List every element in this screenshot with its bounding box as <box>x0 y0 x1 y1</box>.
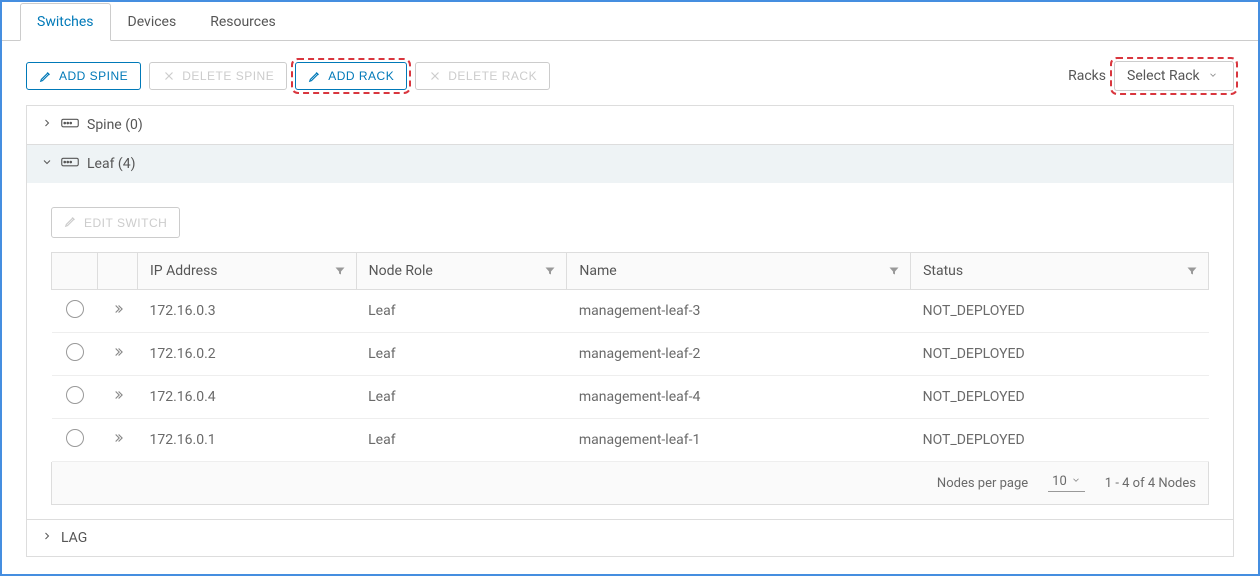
add-rack-button[interactable]: ADD RACK <box>295 62 407 90</box>
group-leaf-header[interactable]: Leaf (4) <box>27 145 1233 183</box>
cell-ip: 172.16.0.2 <box>138 333 357 376</box>
pencil-icon <box>39 69 53 83</box>
tab-devices[interactable]: Devices <box>111 3 194 41</box>
cell-role: Leaf <box>356 419 567 462</box>
tab-resources[interactable]: Resources <box>193 3 293 41</box>
leaf-table: IP Address Node Role Name <box>51 252 1209 462</box>
close-icon <box>428 69 442 83</box>
pencil-icon <box>308 69 322 83</box>
row-select[interactable] <box>52 376 98 419</box>
column-role[interactable]: Node Role <box>356 253 567 290</box>
column-expand <box>98 253 138 290</box>
cell-role: Leaf <box>356 290 567 333</box>
add-rack-label: ADD RACK <box>328 69 394 83</box>
switch-icon <box>61 116 79 134</box>
filter-icon[interactable] <box>334 265 346 277</box>
chevron-right-icon <box>41 530 53 546</box>
select-rack-dropdown[interactable]: Select Rack <box>1114 61 1234 91</box>
pagination-range: 1 - 4 of 4 Nodes <box>1105 476 1196 491</box>
row-select[interactable] <box>52 290 98 333</box>
edit-switch-button: EDIT SWITCH <box>51 207 180 238</box>
row-expand[interactable] <box>98 333 138 376</box>
radio-icon[interactable] <box>66 300 84 318</box>
cell-name: management-leaf-4 <box>567 376 911 419</box>
group-leaf-label: Leaf (4) <box>87 156 135 172</box>
table-row[interactable]: 172.16.0.1Leafmanagement-leaf-1NOT_DEPLO… <box>52 419 1209 462</box>
cell-status: NOT_DEPLOYED <box>911 290 1209 333</box>
group-leaf: Leaf (4) EDIT SWITCH IP Address <box>26 145 1234 520</box>
table-row[interactable]: 172.16.0.2Leafmanagement-leaf-2NOT_DEPLO… <box>52 333 1209 376</box>
cell-role: Leaf <box>356 333 567 376</box>
column-name[interactable]: Name <box>567 253 911 290</box>
content-area: Spine (0) Leaf (4) EDIT SWITCH <box>2 105 1258 573</box>
radio-icon[interactable] <box>66 386 84 404</box>
pencil-icon <box>64 214 78 231</box>
select-rack-placeholder: Select Rack <box>1127 68 1200 84</box>
filter-icon[interactable] <box>888 265 900 277</box>
delete-spine-button: DELETE SPINE <box>149 62 287 90</box>
switch-icon <box>61 155 79 173</box>
cell-name: management-leaf-3 <box>567 290 911 333</box>
per-page-label: Nodes per page <box>937 476 1028 491</box>
toolbar: ADD SPINE DELETE SPINE ADD RACK DELETE R… <box>2 41 1258 105</box>
column-ip-label: IP Address <box>150 263 218 279</box>
close-icon <box>162 69 176 83</box>
column-name-label: Name <box>579 263 616 279</box>
tab-switches[interactable]: Switches <box>20 3 111 41</box>
cell-name: management-leaf-1 <box>567 419 911 462</box>
table-row[interactable]: 172.16.0.4Leafmanagement-leaf-4NOT_DEPLO… <box>52 376 1209 419</box>
group-lag-header[interactable]: LAG <box>27 520 1233 556</box>
group-spine: Spine (0) <box>26 105 1234 145</box>
radio-icon[interactable] <box>66 429 84 447</box>
cell-role: Leaf <box>356 376 567 419</box>
column-select <box>52 253 98 290</box>
row-expand[interactable] <box>98 376 138 419</box>
table-row[interactable]: 172.16.0.3Leafmanagement-leaf-3NOT_DEPLO… <box>52 290 1209 333</box>
row-select[interactable] <box>52 419 98 462</box>
filter-icon[interactable] <box>544 265 556 277</box>
column-status[interactable]: Status <box>911 253 1209 290</box>
group-lag: LAG <box>26 520 1234 557</box>
chevron-down-icon <box>41 156 53 172</box>
column-ip[interactable]: IP Address <box>138 253 357 290</box>
row-expand[interactable] <box>98 419 138 462</box>
column-role-label: Node Role <box>369 263 433 279</box>
edit-switch-label: EDIT SWITCH <box>84 216 167 230</box>
expand-icon <box>111 390 125 406</box>
group-spine-label: Spine (0) <box>87 117 143 133</box>
group-spine-header[interactable]: Spine (0) <box>27 106 1233 144</box>
radio-icon[interactable] <box>66 343 84 361</box>
cell-status: NOT_DEPLOYED <box>911 376 1209 419</box>
cell-status: NOT_DEPLOYED <box>911 419 1209 462</box>
table-footer: Nodes per page 10 1 - 4 of 4 Nodes <box>51 462 1209 505</box>
group-lag-label: LAG <box>61 530 87 546</box>
cell-ip: 172.16.0.3 <box>138 290 357 333</box>
cell-ip: 172.16.0.4 <box>138 376 357 419</box>
cell-name: management-leaf-2 <box>567 333 911 376</box>
row-select[interactable] <box>52 333 98 376</box>
cell-ip: 172.16.0.1 <box>138 419 357 462</box>
delete-rack-button: DELETE RACK <box>415 62 550 90</box>
row-expand[interactable] <box>98 290 138 333</box>
group-leaf-body: EDIT SWITCH IP Address No <box>27 183 1233 505</box>
column-status-label: Status <box>923 263 963 279</box>
expand-icon <box>111 304 125 320</box>
per-page-select[interactable]: 10 <box>1048 474 1085 492</box>
add-spine-button[interactable]: ADD SPINE <box>26 62 141 90</box>
chevron-right-icon <box>41 117 53 133</box>
cell-status: NOT_DEPLOYED <box>911 333 1209 376</box>
chevron-down-icon <box>1208 68 1218 84</box>
per-page-value: 10 <box>1052 474 1067 489</box>
expand-icon <box>111 347 125 363</box>
racks-label: Racks <box>1068 68 1106 84</box>
add-spine-label: ADD SPINE <box>59 69 128 83</box>
expand-icon <box>111 433 125 449</box>
delete-spine-label: DELETE SPINE <box>182 69 274 83</box>
delete-rack-label: DELETE RACK <box>448 69 537 83</box>
tab-bar: Switches Devices Resources <box>2 2 1258 41</box>
filter-icon[interactable] <box>1186 265 1198 277</box>
chevron-down-icon <box>1071 474 1081 489</box>
